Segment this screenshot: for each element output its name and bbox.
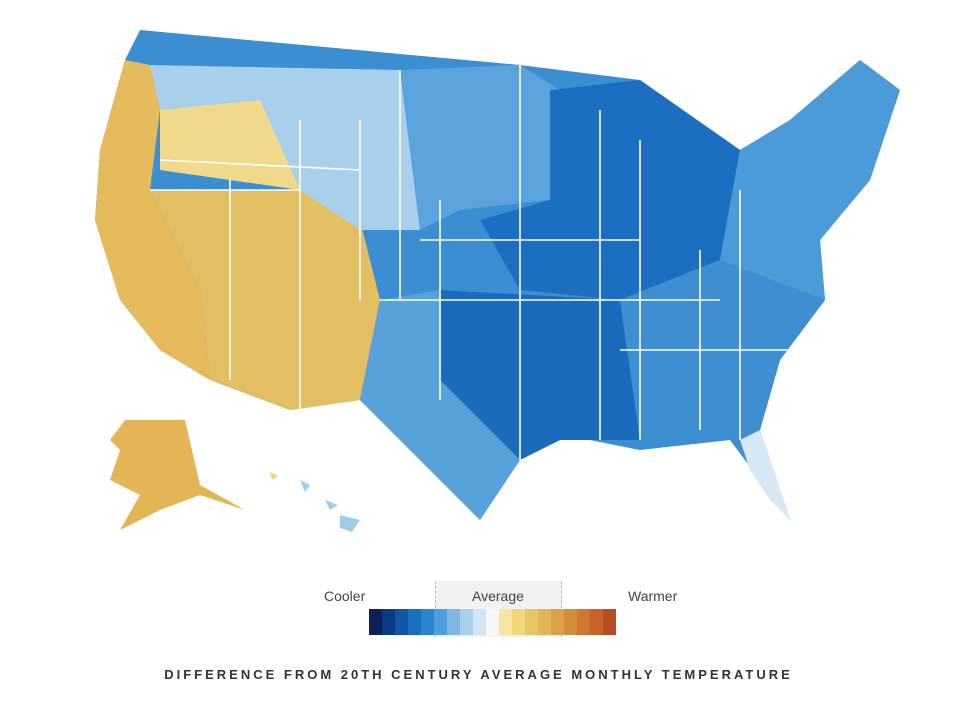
legend-warmer-label: Warmer	[628, 588, 678, 604]
legend-swatch	[525, 609, 538, 635]
region-florida-south	[740, 430, 790, 520]
legend-swatch	[447, 609, 460, 635]
legend-cooler-label: Cooler	[324, 588, 366, 604]
legend-swatch	[499, 609, 512, 635]
region-west-coast	[95, 60, 210, 380]
region-south-central	[440, 290, 640, 460]
region-hawaii	[300, 480, 360, 532]
legend-swatches	[369, 609, 616, 635]
region-alaska	[110, 420, 245, 530]
region-southwest	[150, 190, 380, 410]
region-texas	[360, 290, 520, 520]
legend-swatch	[538, 609, 551, 635]
legend-swatch	[434, 609, 447, 635]
region-hawaii-west	[270, 472, 278, 480]
region-northeast	[720, 60, 900, 300]
legend-swatch	[460, 609, 473, 635]
legend-swatch	[369, 609, 382, 635]
map-caption: DIFFERENCE FROM 20TH CENTURY AVERAGE MON…	[164, 667, 793, 682]
legend-swatch	[421, 609, 434, 635]
state-borders	[150, 65, 820, 460]
legend-swatch	[382, 609, 395, 635]
legend-swatch	[486, 609, 499, 635]
legend-swatch	[408, 609, 421, 635]
legend-swatch	[473, 609, 486, 635]
region-great-basin	[160, 100, 300, 190]
legend-swatch	[590, 609, 603, 635]
legend-swatch	[551, 609, 564, 635]
region-midwest	[480, 80, 740, 300]
legend-swatch	[603, 609, 616, 635]
legend-swatch	[577, 609, 590, 635]
legend-average-label: Average	[472, 588, 524, 604]
legend-swatch	[564, 609, 577, 635]
legend-swatch	[512, 609, 525, 635]
us-temperature-map	[95, 30, 900, 532]
legend-swatch	[395, 609, 408, 635]
